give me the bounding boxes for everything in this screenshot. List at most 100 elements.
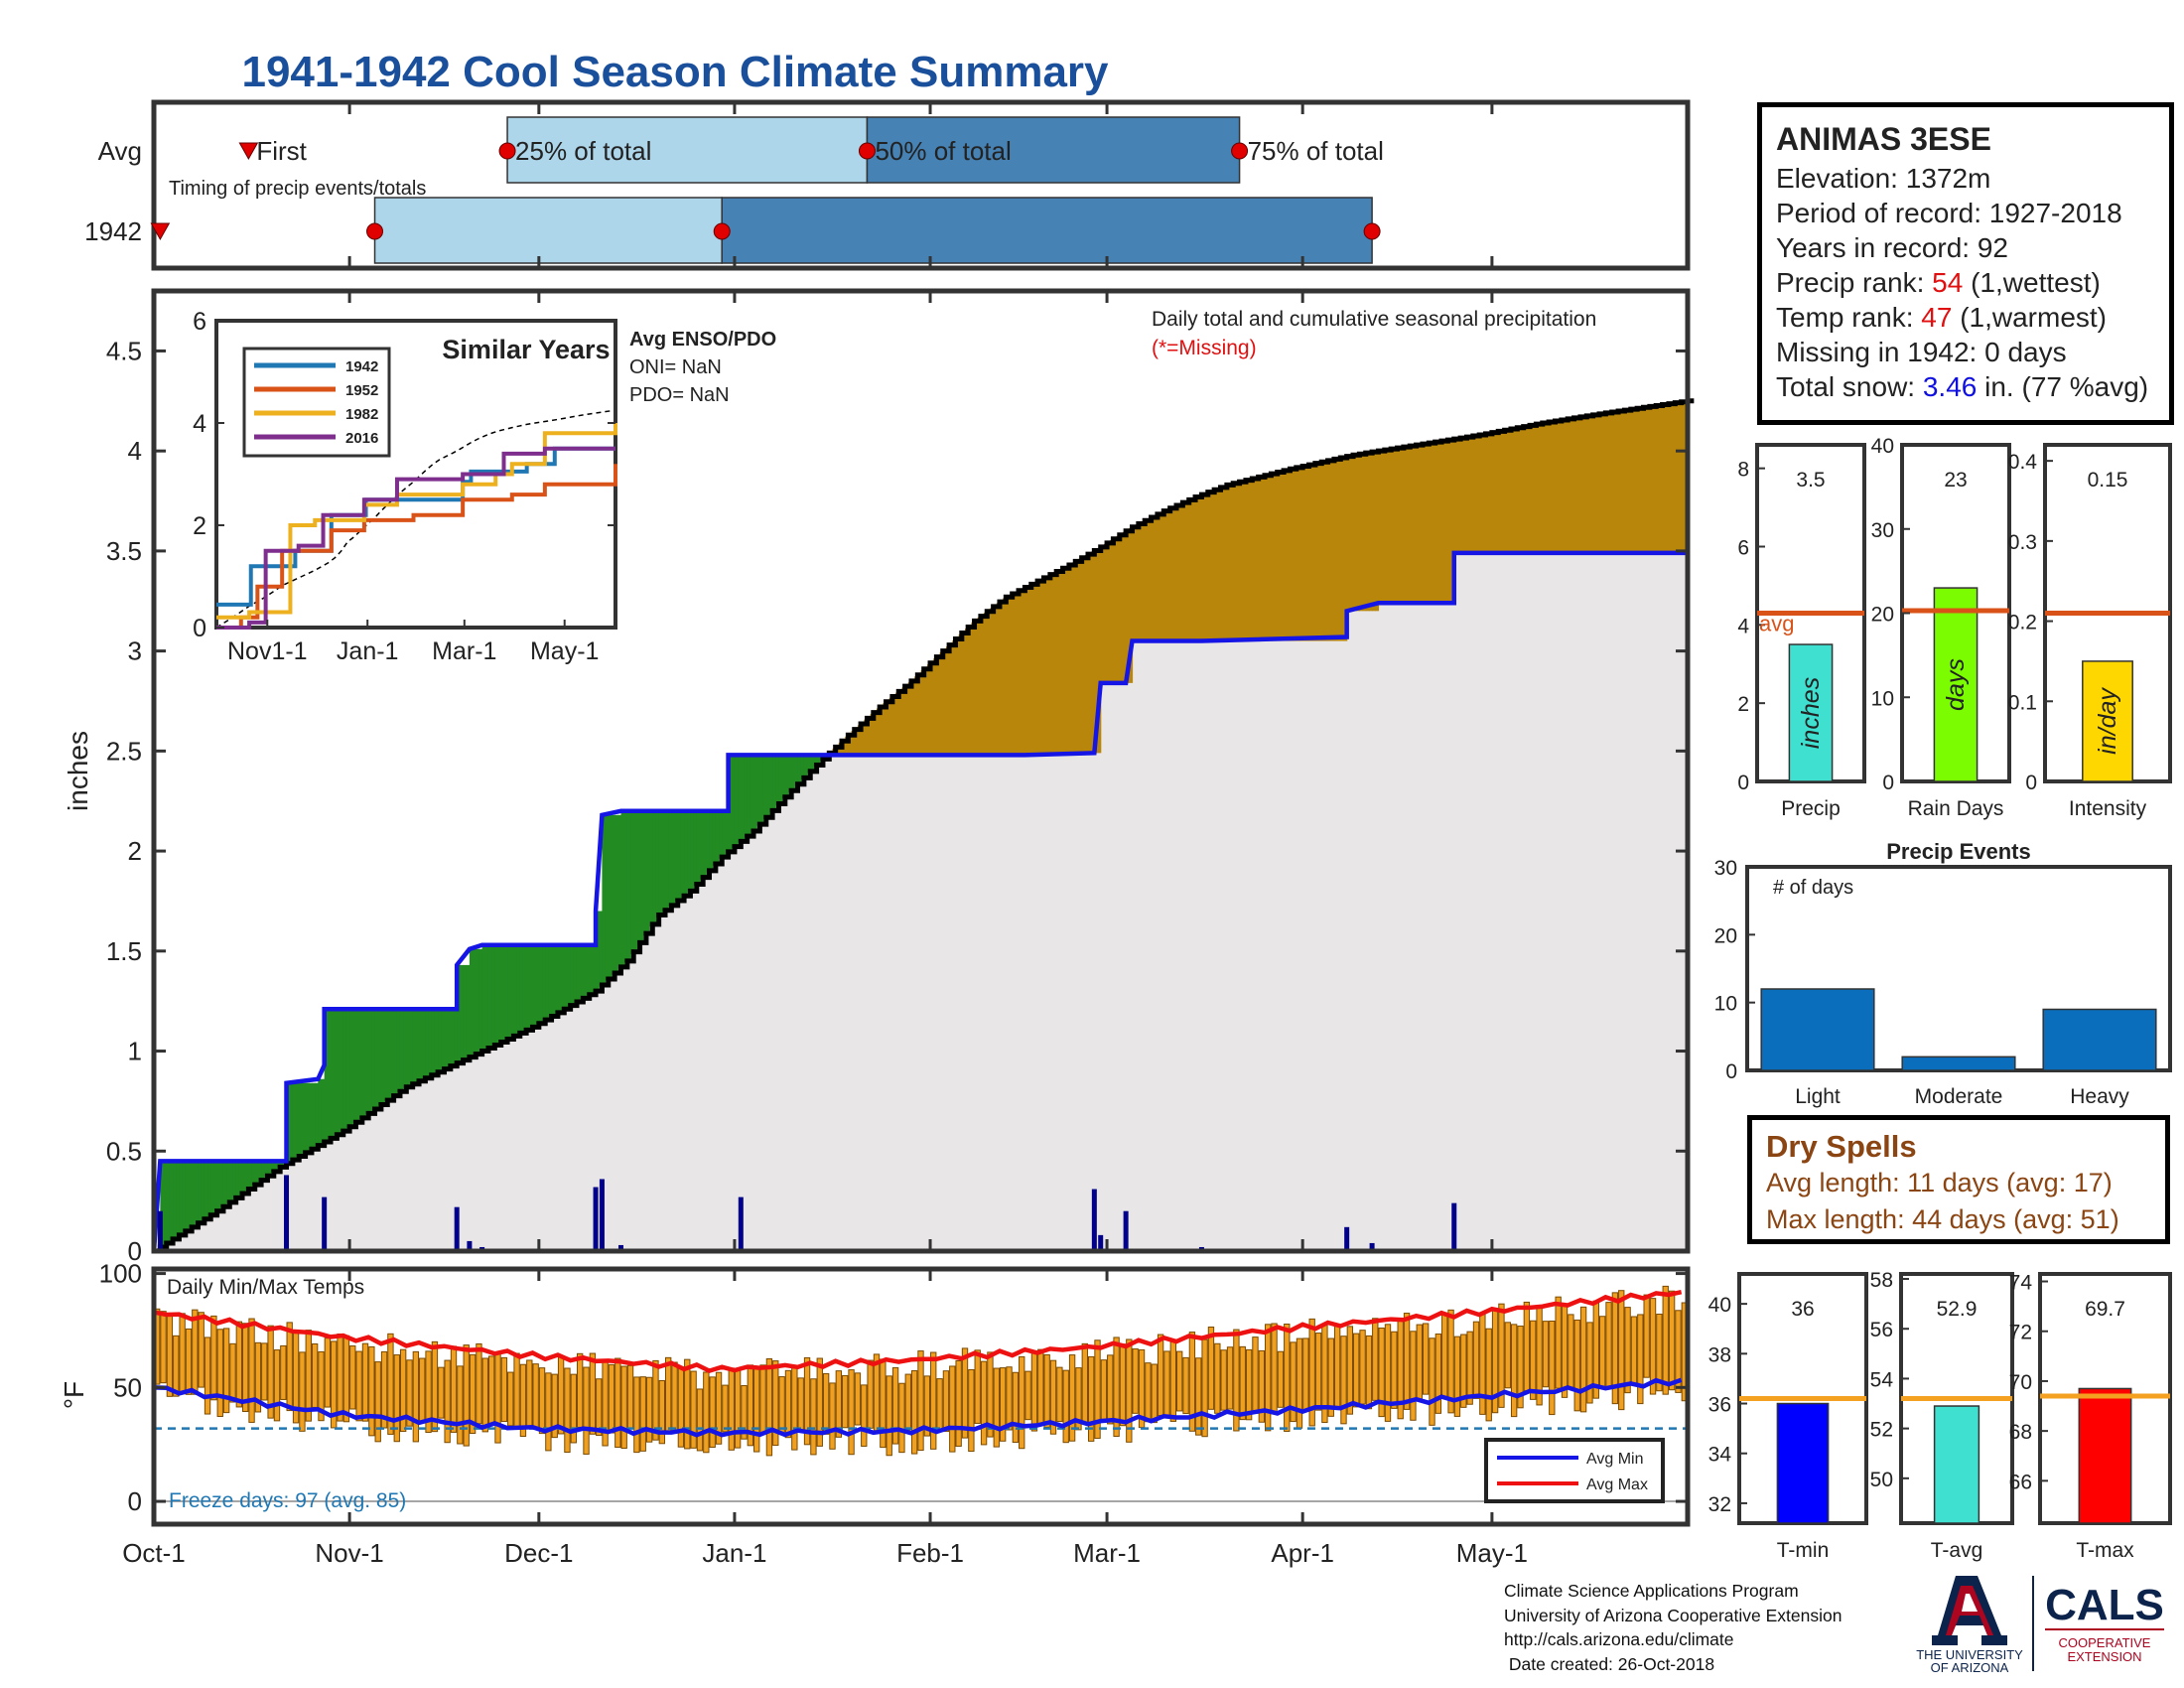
events-y-tick-label: 10	[1714, 993, 1737, 1016]
small-y-tick-label: 72	[2009, 1322, 2032, 1344]
temp-panel-frame	[151, 1266, 1691, 1527]
below-avg-fill	[1561, 419, 1566, 553]
above-avg-fill	[264, 1161, 269, 1178]
above-avg-fill	[655, 810, 660, 917]
below-avg-fill	[1624, 409, 1629, 553]
below-avg-fill	[1009, 594, 1014, 756]
daily-temp-bar	[898, 1382, 905, 1454]
above-avg-fill	[182, 1161, 187, 1232]
daily-temp-bar	[741, 1385, 748, 1440]
daily-temp-bar	[1107, 1354, 1114, 1425]
below-avg-fill	[883, 703, 887, 756]
below-avg-fill	[1314, 463, 1319, 641]
above-avg-fill	[305, 1082, 310, 1152]
below-avg-fill	[1356, 454, 1360, 612]
below-avg-fill	[1359, 453, 1364, 612]
daily-temp-bar	[1586, 1322, 1593, 1404]
below-avg-fill	[996, 603, 1001, 756]
below-avg-fill	[1033, 581, 1038, 756]
below-avg-fill	[1368, 452, 1373, 612]
y-tick-label: 2.5	[106, 736, 142, 766]
daily-temp-bar	[361, 1342, 369, 1422]
below-avg-fill	[1444, 440, 1448, 604]
above-avg-fill	[738, 755, 742, 843]
below-avg-fill	[1453, 438, 1458, 553]
below-avg-fill	[1381, 450, 1386, 604]
credits-line: University of Arizona Cooperative Extens…	[1504, 1605, 1843, 1625]
daily-temp-bar	[387, 1333, 394, 1435]
station-missing: Missing in 1942: 0 days	[1776, 337, 2067, 367]
daily-temp-bar	[1429, 1337, 1435, 1426]
below-avg-fill	[1302, 466, 1306, 641]
below-avg-fill	[1220, 487, 1225, 641]
observed-cumulative-line	[151, 550, 1688, 1252]
above-avg-fill	[188, 1161, 193, 1228]
daily-temp-bar	[438, 1366, 445, 1419]
below-avg-fill	[974, 620, 979, 756]
daily-temp-bar	[677, 1366, 685, 1448]
x-tick-label: Mar-1	[1073, 1538, 1141, 1568]
below-avg-fill	[1504, 429, 1509, 553]
above-avg-fill	[380, 1009, 385, 1104]
below-avg-fill	[880, 705, 884, 756]
above-avg-fill	[431, 1009, 436, 1074]
daily-temp-bar	[160, 1311, 167, 1384]
daily-precip-bar	[1369, 1242, 1375, 1251]
daily-temp-bar	[904, 1373, 911, 1431]
above-avg-fill	[324, 1009, 329, 1142]
avg-max-line	[153, 1289, 1683, 1374]
daily-temp-bar	[861, 1384, 868, 1447]
daily-temp-bar	[261, 1342, 268, 1401]
daily-temp-bar	[1441, 1312, 1448, 1398]
temp-rank-prefix: Temp rank:	[1776, 302, 1922, 333]
above-avg-fill	[457, 964, 461, 1062]
daily-temp-bar	[1075, 1367, 1082, 1431]
daily-temp-bar	[1019, 1355, 1025, 1450]
above-avg-fill	[642, 810, 647, 936]
above-avg-fill	[396, 1009, 401, 1093]
above-avg-fill	[371, 1009, 376, 1111]
below-avg-fill	[926, 664, 931, 756]
small-y-tick-label: 20	[1871, 604, 1894, 627]
above-avg-fill	[292, 1082, 297, 1160]
daily-temp-bar	[810, 1378, 817, 1456]
below-avg-fill	[1456, 438, 1461, 553]
above-avg-fill	[242, 1161, 246, 1193]
daily-temp-bar	[337, 1333, 343, 1422]
similar-series-line-2016	[216, 446, 615, 630]
above-avg-fill	[355, 1009, 360, 1122]
below-avg-fill	[993, 605, 998, 756]
below-avg-fill	[1097, 547, 1102, 754]
metric-value-label: 52.9	[1937, 1298, 1978, 1321]
daily-precip-bar	[1123, 1210, 1129, 1251]
below-avg-fill	[1378, 450, 1383, 604]
credits-link[interactable]: http://cals.arizona.edu/climate	[1504, 1629, 1734, 1649]
below-avg-fill	[1621, 410, 1626, 553]
above-avg-fill	[535, 944, 540, 1025]
below-avg-fill	[1472, 435, 1477, 553]
below-avg-fill	[1056, 570, 1060, 756]
below-avg-fill	[1640, 407, 1645, 553]
daily-precip-bar	[738, 1196, 744, 1251]
page-title: 1941-1942 Cool Season Climate Summary	[241, 48, 1109, 96]
daily-precip-bar	[599, 1179, 605, 1251]
above-avg-fill	[478, 948, 483, 1053]
daily-temp-bar	[210, 1315, 217, 1401]
daily-temp-bar	[784, 1369, 792, 1439]
below-avg-fill	[977, 617, 982, 756]
avg-line-label: avg	[1759, 612, 1794, 636]
daily-temp-bar	[993, 1367, 1000, 1448]
daily-temp-bar	[1081, 1342, 1088, 1424]
above-avg-fill	[469, 948, 474, 1056]
above-avg-fill	[551, 944, 556, 1016]
metric-bar	[2078, 1387, 2132, 1524]
daily-temp-bar	[728, 1367, 735, 1451]
metric-value-label: 3.5	[1796, 469, 1825, 492]
below-avg-fill	[1633, 408, 1638, 553]
above-avg-fill	[592, 944, 597, 993]
precip-rank-suffix: (1,wettest)	[1963, 267, 2101, 298]
daily-temp-bar	[1233, 1329, 1240, 1432]
below-avg-fill	[1391, 448, 1395, 604]
daily-temp-bar	[1346, 1326, 1354, 1415]
below-avg-fill	[857, 725, 862, 756]
